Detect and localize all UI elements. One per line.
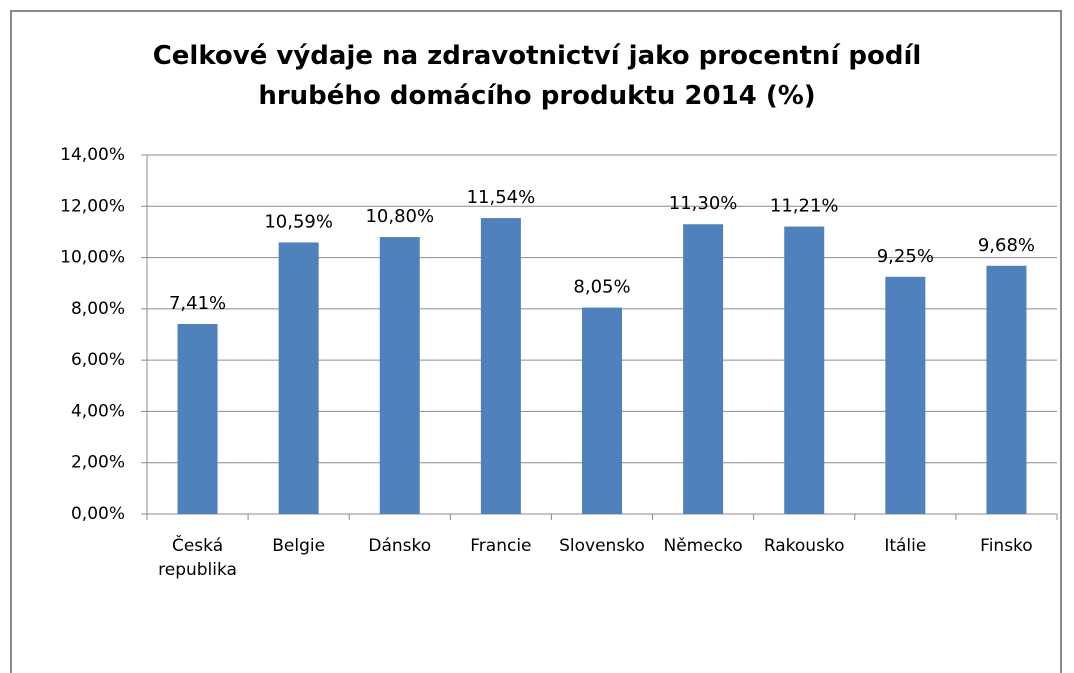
bar <box>986 265 1027 514</box>
bar <box>582 307 622 514</box>
chart-title: Celkové výdaje na zdravotnictví jako pro… <box>152 41 922 111</box>
bar <box>683 224 724 514</box>
x-tick-label: Rakousko <box>763 536 845 556</box>
x-tick-label: Česká republika <box>158 536 237 580</box>
chart-border <box>10 10 1062 673</box>
value-label: 10,59% <box>264 211 333 232</box>
value-label: 10,80% <box>365 206 434 227</box>
value-label: 7,41% <box>169 293 226 314</box>
value-label: 9,68% <box>978 235 1035 256</box>
bar <box>379 237 420 515</box>
y-tick-label: 0,00% <box>71 504 125 524</box>
value-label: 11,30% <box>669 193 738 214</box>
x-tick-label: Slovensko <box>559 536 645 556</box>
value-label: 11,54% <box>467 187 536 208</box>
value-label: 8,05% <box>573 277 630 298</box>
x-tick-label: Německo <box>663 536 743 556</box>
bar <box>885 276 926 514</box>
bar <box>177 323 218 514</box>
x-tick-label: Francie <box>470 536 532 556</box>
x-tick-label: Finsko <box>980 536 1033 556</box>
y-tick-label: 4,00% <box>71 401 125 421</box>
y-tick-label: 8,00% <box>71 299 125 319</box>
x-tick-label: Itálie <box>884 536 927 556</box>
bar <box>784 226 825 514</box>
value-label: 11,21% <box>770 196 839 217</box>
y-tick-label: 12,00% <box>60 196 125 216</box>
value-label: 9,25% <box>877 246 934 267</box>
y-tick-label: 2,00% <box>71 453 125 473</box>
y-tick-label: 14,00% <box>60 145 125 165</box>
bar <box>278 242 319 514</box>
y-tick-label: 10,00% <box>60 248 125 268</box>
y-tick-label: 6,00% <box>71 350 125 370</box>
x-tick-label: Dánsko <box>368 536 432 556</box>
x-tick-label: Belgie <box>272 536 326 556</box>
bar <box>480 218 521 514</box>
